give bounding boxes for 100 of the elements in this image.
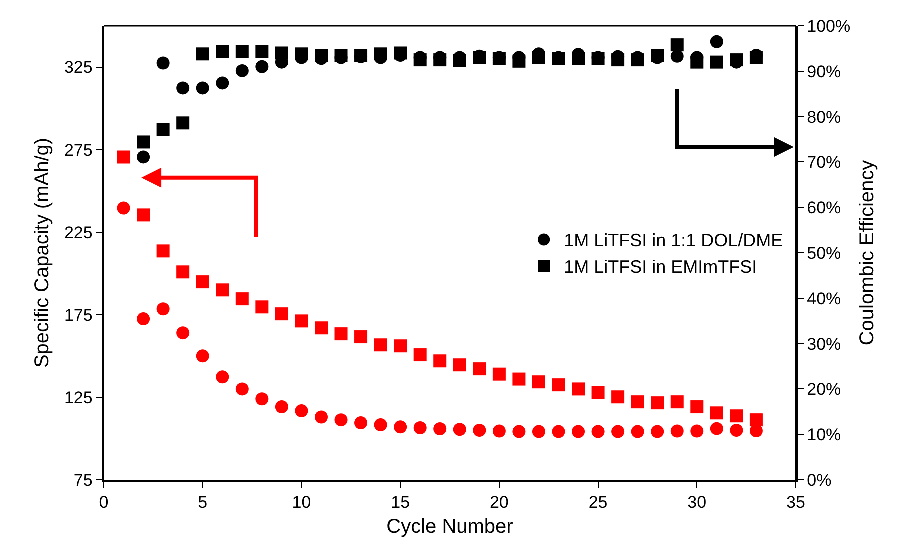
point <box>453 358 466 372</box>
y2-tick-label: 80% <box>807 108 842 127</box>
point <box>670 396 684 409</box>
point <box>394 340 408 353</box>
point <box>532 425 546 438</box>
point <box>512 372 526 386</box>
point <box>414 54 427 67</box>
point <box>117 202 130 215</box>
point <box>275 308 288 321</box>
y2-tick-label: 0% <box>807 470 832 490</box>
point <box>473 424 486 437</box>
point <box>314 49 328 62</box>
y2-tick-label: 30% <box>807 334 842 354</box>
point <box>256 60 269 74</box>
y2-tick-label: 50% <box>807 244 842 263</box>
point <box>631 425 644 438</box>
point <box>631 396 644 409</box>
point <box>216 284 230 297</box>
x-axis-title: Cycle Number <box>386 516 514 538</box>
y-tick-label: 175 <box>64 306 93 325</box>
point <box>314 322 328 335</box>
point <box>750 414 763 427</box>
point <box>532 376 546 389</box>
y2-tick-label: 20% <box>807 380 842 400</box>
point <box>552 378 566 392</box>
point <box>334 328 348 341</box>
legend-label: 1M LiTFSI in 1:1 DOL/DME <box>564 230 784 251</box>
point <box>670 50 684 63</box>
point <box>156 244 170 258</box>
y2-axis-title: Coulombic Efficiency <box>856 160 879 346</box>
point <box>631 54 644 67</box>
point <box>137 136 150 149</box>
point <box>592 386 605 400</box>
point <box>374 48 388 61</box>
point <box>275 400 288 414</box>
point <box>512 425 526 438</box>
point <box>572 52 586 66</box>
point <box>176 326 190 340</box>
x-tick-label: 5 <box>198 493 208 512</box>
point <box>256 392 269 406</box>
point <box>710 406 724 420</box>
point <box>492 424 506 438</box>
point <box>612 390 625 404</box>
y2-tick-label: 90% <box>807 62 842 82</box>
point <box>236 64 249 78</box>
point <box>156 56 170 70</box>
x-tick-label: 0 <box>99 493 109 512</box>
point <box>196 82 210 95</box>
point <box>394 46 408 60</box>
x-tick-label: 10 <box>292 493 312 512</box>
point <box>137 208 150 222</box>
point <box>196 276 210 289</box>
point <box>473 362 486 376</box>
point <box>612 54 625 67</box>
point <box>354 330 368 344</box>
point <box>256 45 269 58</box>
point <box>434 354 447 368</box>
x-tick-label: 20 <box>490 493 509 512</box>
y-tick-label: 225 <box>64 223 93 242</box>
point <box>670 424 684 438</box>
point <box>137 150 150 164</box>
point <box>137 312 150 326</box>
point <box>196 350 210 363</box>
y2-tick-label: 60% <box>807 198 842 218</box>
x-tick-label: 30 <box>688 493 707 512</box>
y-axis-title: Specific Capacity (mAh/g) <box>31 138 54 368</box>
point <box>651 425 664 438</box>
point <box>730 424 744 437</box>
point <box>651 396 664 410</box>
point <box>414 348 427 362</box>
point <box>592 425 605 438</box>
y2-tick-label: 40% <box>807 289 842 308</box>
point <box>434 54 447 67</box>
point <box>176 116 190 130</box>
y2-tick-label: 10% <box>807 426 842 445</box>
point <box>710 35 724 48</box>
point <box>156 302 170 316</box>
point <box>434 422 447 436</box>
point <box>236 292 249 306</box>
point <box>532 51 546 64</box>
point <box>275 46 288 60</box>
point <box>295 404 308 418</box>
point <box>690 56 704 69</box>
x-tick-label: 35 <box>786 493 806 512</box>
point <box>690 400 704 414</box>
point <box>492 368 506 381</box>
y2-tick-label: 100% <box>807 16 851 36</box>
point <box>117 150 130 164</box>
y2-tick-label: 70% <box>807 153 842 172</box>
legend-label: 1M LiTFSI in EMImTFSI <box>564 257 758 278</box>
point <box>256 300 269 314</box>
point <box>394 420 408 434</box>
y-tick-label: 75 <box>74 470 93 490</box>
point <box>414 422 427 434</box>
point <box>690 424 704 438</box>
point <box>710 56 724 69</box>
point <box>374 338 388 352</box>
point <box>453 54 466 68</box>
y-tick-label: 325 <box>64 58 93 78</box>
point <box>156 123 170 136</box>
